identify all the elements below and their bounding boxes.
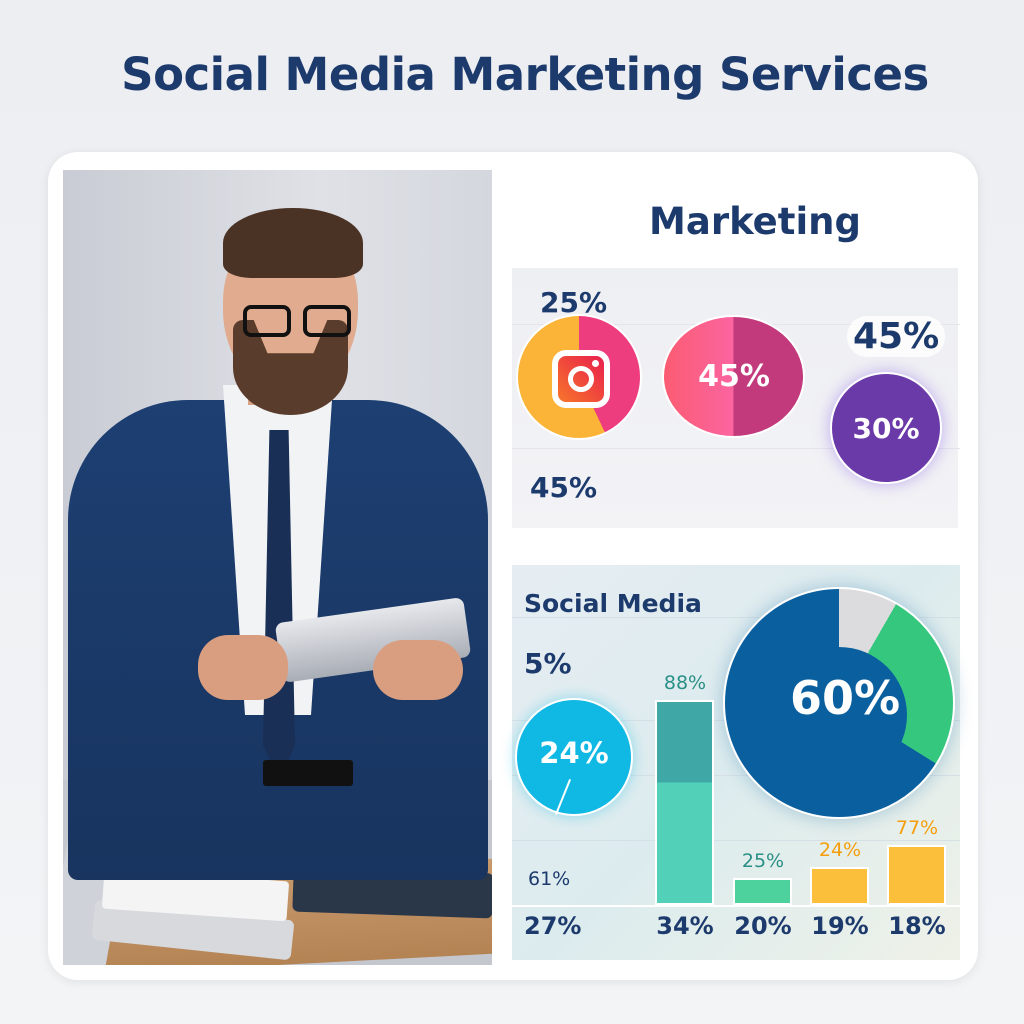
tie [263,430,295,780]
label-5: 5% [524,647,572,680]
bar [655,700,714,905]
instagram-lens [568,366,594,392]
bar-top-label: 24% [818,839,862,861]
businessman-photo [63,170,492,965]
social-media-panel: Social Media 5% 24% 61% 60% 27% 88% 34% 25… [512,565,960,960]
pie-core [771,647,907,783]
circle-divider [554,779,572,815]
instagram-icon [552,350,610,408]
oval-chart: 45% [662,315,805,438]
bar-top-label: 25% [741,850,785,872]
label-61: 61% [528,868,571,890]
purple-value: 30% [852,412,920,445]
bar-bottom-label: 20% [734,912,792,940]
page-title: Social Media Marketing Services [121,48,929,101]
bottom-label-first: 27% [524,912,582,940]
cyan-circle: 24% [515,698,633,816]
bar-bottom-label: 19% [811,912,869,940]
label-top-left: 25% [540,286,608,319]
purple-circle: 30% [830,372,942,484]
bar-top-label: 77% [895,817,939,839]
instagram-pie [516,314,642,440]
bar [887,845,946,905]
hair [223,208,363,278]
grid-line [512,840,960,841]
social-media-title: Social Media [524,589,702,618]
bar-bottom-label: 18% [888,912,946,940]
grid-line [512,617,960,618]
oval-value: 45% [698,359,770,394]
left-hand [198,635,288,700]
label-top-right: 45% [847,316,946,357]
pie-value: 60% [789,671,901,725]
bar [810,867,869,905]
baseline [512,905,960,907]
circle-value: 24% [539,736,609,770]
grid-line [512,775,960,776]
marketing-panel: 25% 45% 45% 45% 30% [512,268,960,528]
marketing-title: Marketing [649,200,861,243]
right-hand [373,640,463,700]
big-pie: 60% [723,587,955,819]
bar-bottom-label: 34% [656,912,714,940]
belt [263,760,353,786]
instagram-dot [592,360,599,367]
bar [733,878,792,905]
bar-top-label: 88% [663,672,707,694]
glasses-right [303,305,351,337]
label-bottom-left: 45% [530,471,598,504]
grid-line [512,448,960,449]
glasses-left [243,305,291,337]
